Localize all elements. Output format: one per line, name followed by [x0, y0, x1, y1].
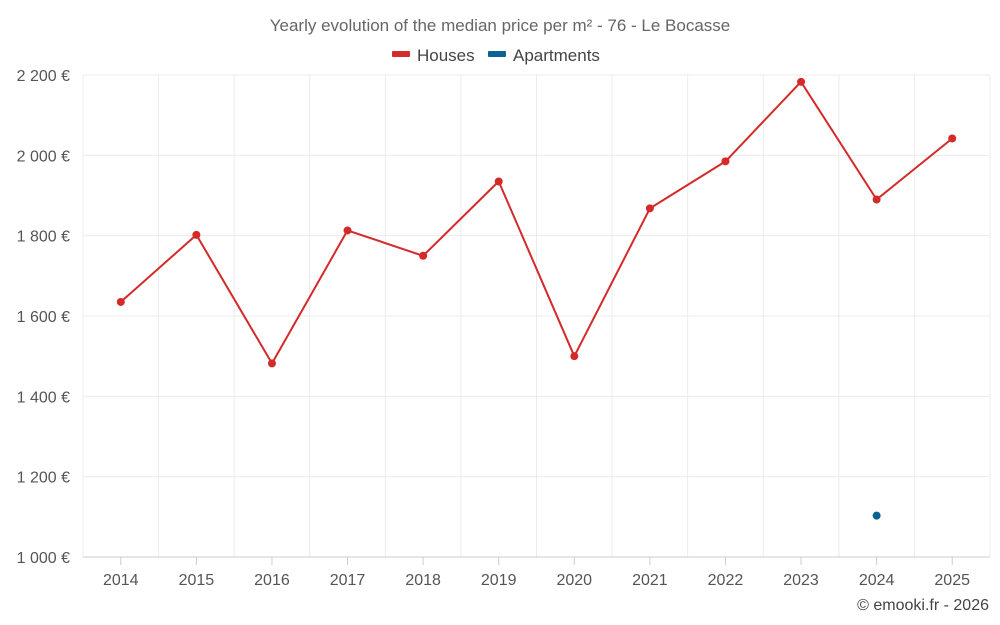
data-point-houses-2014: [116, 297, 125, 306]
y-tick-label: 1 800 €: [17, 229, 70, 246]
data-point-houses-2025: [948, 134, 957, 143]
x-tick-label: 2025: [934, 572, 970, 589]
legend-swatch-houses: [392, 51, 410, 57]
legend-item-houses[interactable]: Houses: [392, 46, 475, 65]
y-tick-label: 1 000 €: [17, 550, 70, 567]
data-point-houses-2019: [494, 177, 503, 186]
data-point-houses-2016: [267, 359, 276, 368]
data-point-houses-2018: [419, 251, 428, 260]
x-tick-label: 2018: [405, 572, 441, 589]
data-point-apartments-2024: [872, 511, 881, 520]
data-point-houses-2023: [797, 77, 806, 86]
data-point-houses-2015: [192, 230, 201, 239]
y-tick-label: 2 200 €: [17, 68, 70, 85]
y-tick-label: 1 200 €: [17, 470, 70, 487]
legend: Houses Apartments: [392, 46, 600, 65]
data-point-houses-2017: [343, 226, 352, 235]
x-tick-label: 2023: [783, 572, 819, 589]
x-tick-label: 2019: [481, 572, 517, 589]
x-tick-label: 2022: [708, 572, 744, 589]
credit-text: © emooki.fr - 2026: [857, 597, 989, 614]
legend-label-apartments: Apartments: [513, 46, 600, 65]
y-tick-label: 1 600 €: [17, 309, 70, 326]
x-tick-label: 2024: [859, 572, 895, 589]
series: [116, 77, 957, 520]
x-tick-label: 2020: [556, 572, 592, 589]
y-tick-label: 1 400 €: [17, 389, 70, 406]
x-tick-label: 2015: [179, 572, 215, 589]
data-point-houses-2020: [570, 352, 579, 361]
data-point-houses-2024: [872, 195, 881, 204]
data-point-houses-2021: [645, 204, 654, 213]
axes: 1 000 € 1 200 € 1 400 € 1 600 € 1 800 € 2 000…: [17, 68, 990, 589]
x-tick-label: 2021: [632, 572, 668, 589]
x-tick-label: 2017: [330, 572, 366, 589]
x-tick-label: 2016: [254, 572, 290, 589]
series-line-houses: [120, 80, 953, 365]
legend-label-houses: Houses: [417, 46, 475, 65]
grid: [82, 74, 991, 557]
legend-item-apartments[interactable]: Apartments: [488, 46, 600, 65]
chart-title: Yearly evolution of the median price per…: [270, 16, 731, 35]
data-point-houses-2022: [721, 157, 730, 166]
legend-swatch-apartments: [488, 51, 506, 57]
x-tick-label: 2014: [103, 572, 139, 589]
y-tick-label: 2 000 €: [17, 148, 70, 165]
